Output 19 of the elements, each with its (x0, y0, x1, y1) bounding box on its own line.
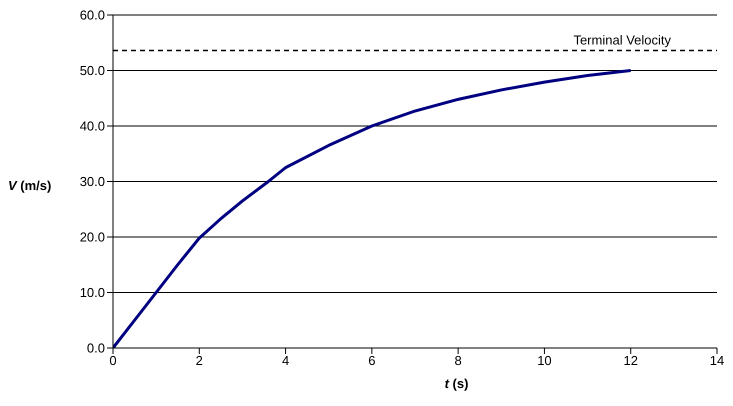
y-tick-label: 40.0 (80, 118, 105, 134)
x-tick-label: 6 (368, 353, 376, 368)
ref-line-label: Terminal Velocity (573, 32, 672, 48)
y-tick-label: 20.0 (80, 230, 105, 245)
line-series (113, 69, 632, 348)
x-axis-title: t (s) (444, 376, 468, 391)
y-axis-title: V (m/s) (8, 178, 52, 193)
x-tick-label: 0 (109, 353, 117, 368)
x-tick-label: 12 (623, 353, 638, 368)
x-tick-label: 10 (537, 353, 552, 368)
y-tick-label: 50.0 (80, 63, 105, 78)
x-tick-label: 14 (710, 353, 724, 368)
y-tick-label: 0.0 (86, 340, 105, 356)
x-tick-label: 8 (454, 353, 462, 368)
x-tick-label: 4 (282, 353, 290, 368)
y-tick-label: 60.0 (80, 8, 105, 23)
y-tick-label: 30.0 (80, 174, 105, 190)
y-tick-label: 10.0 (80, 285, 105, 300)
x-tick-label: 2 (196, 353, 203, 368)
